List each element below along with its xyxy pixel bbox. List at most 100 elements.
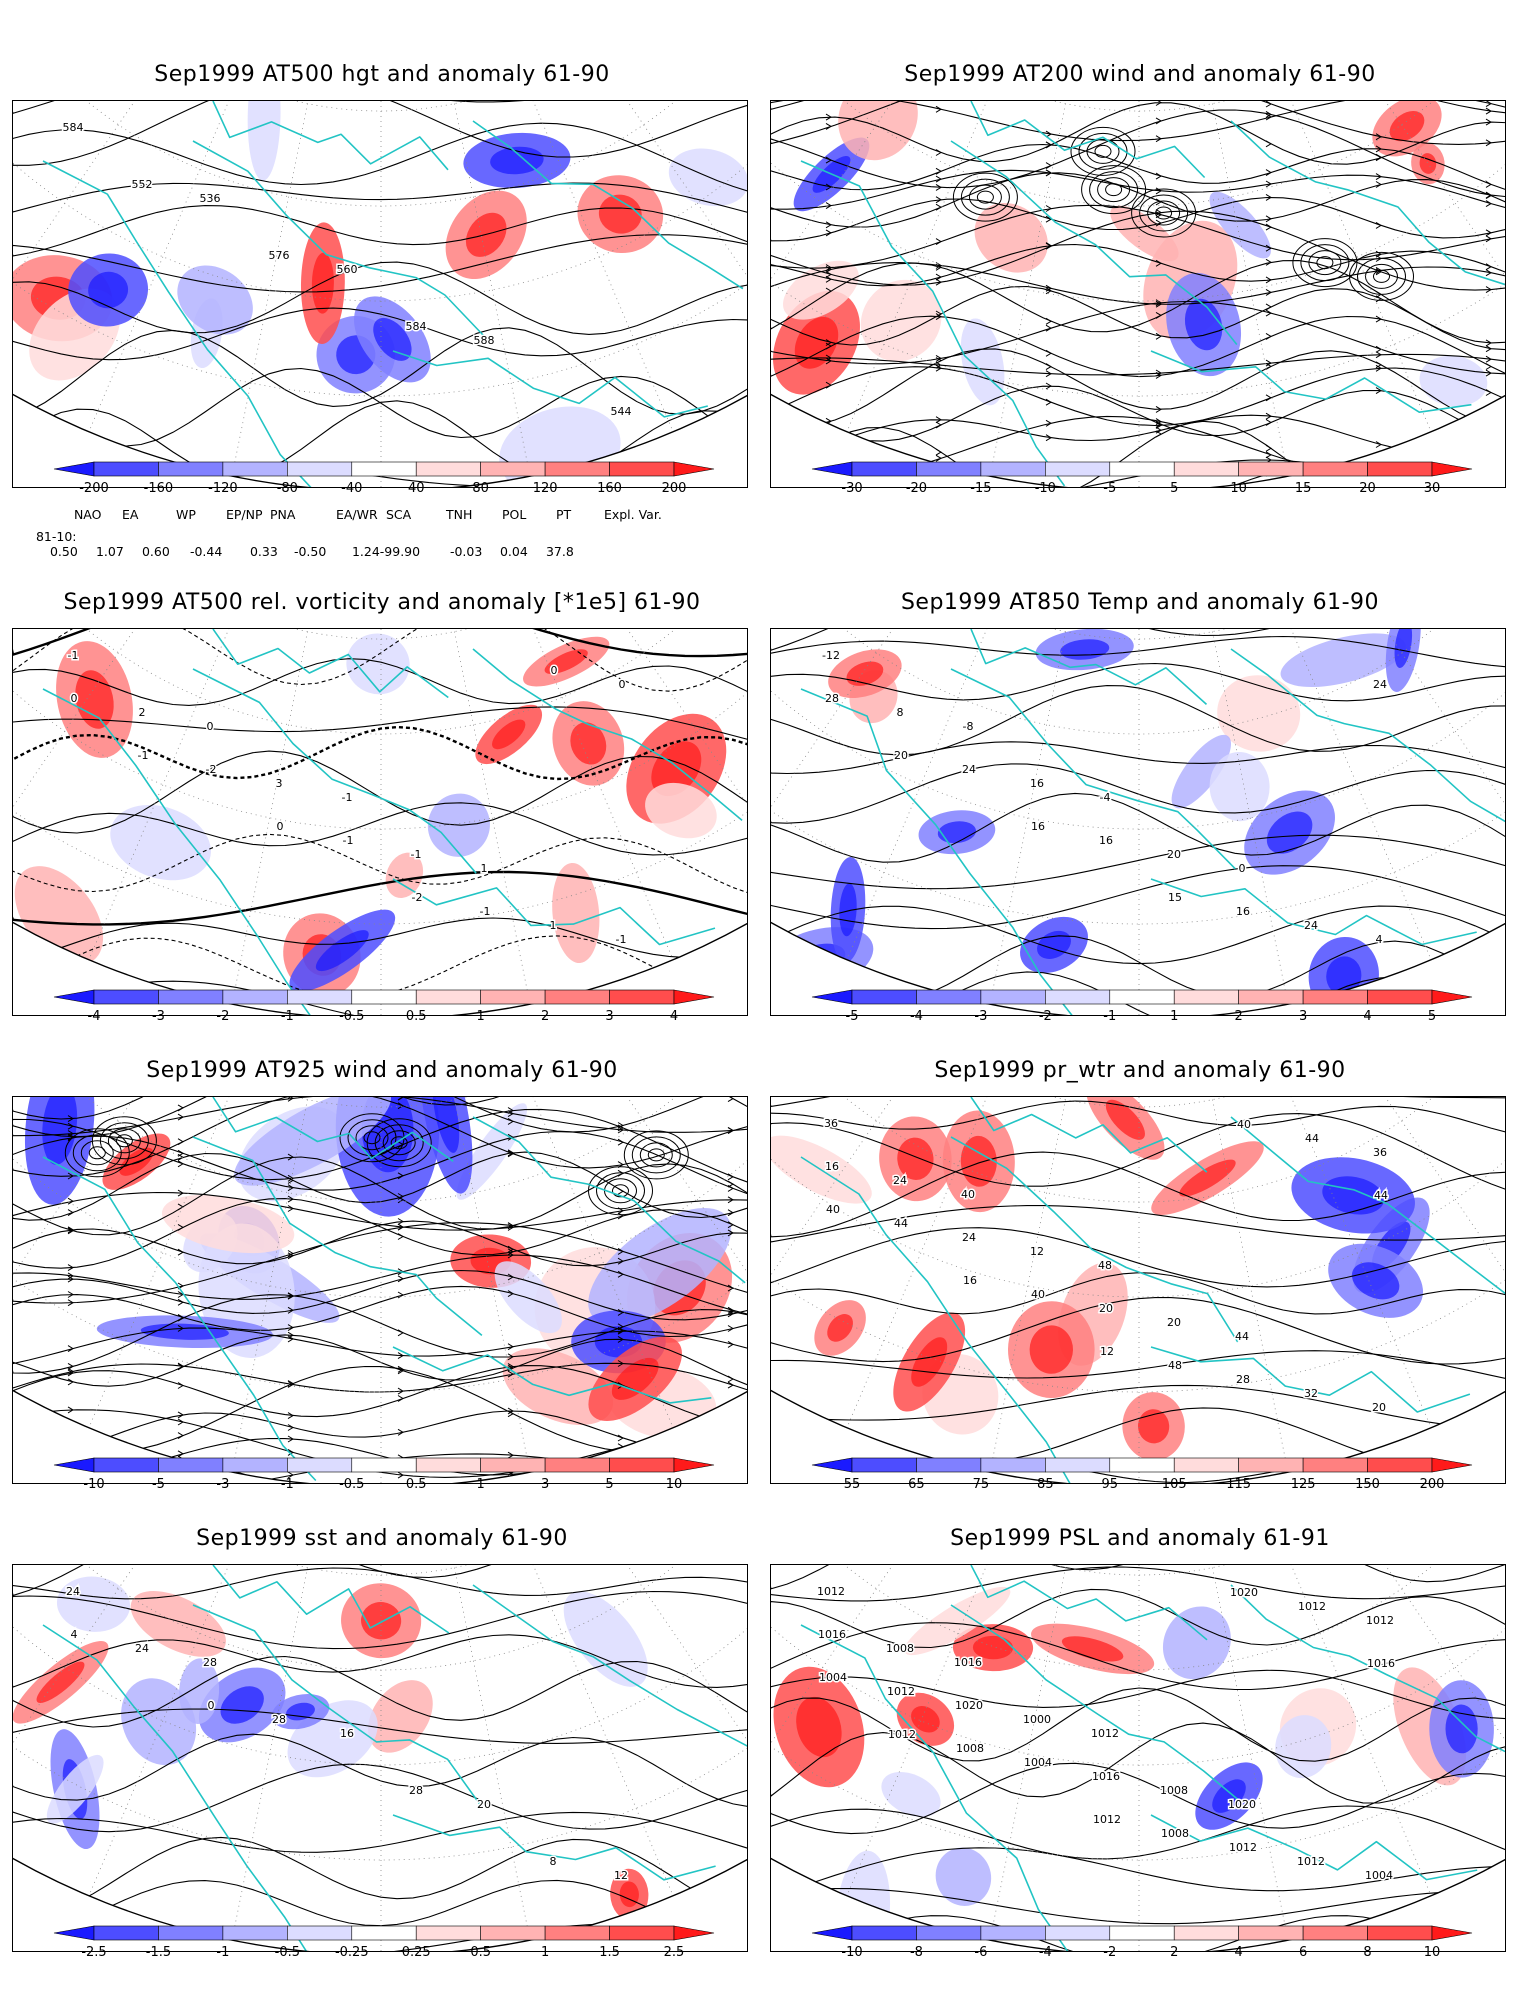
- circulation-loop: [596, 1172, 645, 1210]
- contour-label: 12: [614, 1869, 628, 1882]
- colorbar-tick-label: 3: [605, 1009, 613, 1024]
- negative-anomaly-shade: [1209, 191, 1271, 259]
- colorbar-box: [544, 461, 610, 477]
- streamline: [771, 300, 1505, 375]
- colorbar-box: [222, 461, 288, 477]
- streamline: [771, 348, 1505, 431]
- positive-anomaly-core: [827, 1314, 853, 1342]
- colorbar-tick-label: 5: [1170, 481, 1178, 496]
- wind-arrow: [507, 1407, 514, 1415]
- wind-arrow: [1485, 229, 1492, 237]
- colorbar-box: [851, 1457, 917, 1473]
- wind-arrow: [1485, 118, 1492, 126]
- colorbar-box: [916, 989, 982, 1005]
- wind-arrow: [825, 264, 832, 272]
- wind-arrow: [935, 448, 942, 456]
- colorbar-box: [287, 1457, 353, 1473]
- wind-arrow: [67, 1209, 74, 1217]
- longitude-line: [88, 1097, 382, 1428]
- wind-arrow: [1155, 405, 1162, 413]
- contour-label: 28: [825, 692, 839, 705]
- circulation-loop: [1147, 200, 1181, 226]
- contour-line: [771, 1588, 1505, 1649]
- wind-arrow: [935, 167, 942, 175]
- wind-arrow: [935, 263, 942, 271]
- longitude-line: [380, 1565, 747, 1825]
- panel-title: Sep1999 AT925 wind and anomaly 61-90: [146, 1058, 618, 1083]
- colorbar-tick-label: 6: [1299, 1945, 1307, 1960]
- wind-arrow: [1485, 101, 1492, 108]
- positive-anomaly-core: [1179, 1159, 1236, 1197]
- colorbar-tick-label: 125: [1291, 1477, 1316, 1492]
- wind-arrow: [67, 1299, 74, 1307]
- contour-label: 3: [276, 777, 283, 790]
- colorbar-box: [222, 1457, 288, 1473]
- streamline: [13, 1327, 747, 1365]
- panel-title: Sep1999 PSL and anomaly 61-91: [950, 1526, 1330, 1551]
- negative-anomaly-shade: [881, 1771, 941, 1818]
- colorbar-box: [415, 461, 481, 477]
- longitude-line: [846, 629, 1140, 960]
- wind-arrow: [1265, 303, 1272, 311]
- colorbar-tick-label: -20: [906, 481, 927, 496]
- contour-label: 1: [481, 862, 488, 875]
- map-canvas: -12 -8 -4 0 4 8 16 20 24 28 24 16 16 24 20 16 15: [771, 629, 1505, 1015]
- colorbar-tick-label: 55: [844, 1477, 861, 1492]
- contour-label: 0: [208, 1699, 215, 1712]
- contour-line: [771, 905, 1505, 965]
- wind-arrow: [1155, 369, 1162, 377]
- wind-arrow: [727, 1325, 734, 1332]
- wind-arrow: [727, 1426, 734, 1434]
- wind-arrow: [287, 1381, 294, 1388]
- circulation-loop: [1089, 171, 1139, 209]
- wind-arrow: [397, 1329, 404, 1337]
- wind-arrow: [287, 1292, 294, 1300]
- wind-arrow: [1265, 332, 1272, 340]
- wind-arrow: [1265, 288, 1272, 296]
- colorbar-tick-label: 5: [1428, 1009, 1436, 1024]
- panel-psl: Sep1999 PSL and anomaly 61-91 1012 1016 10…: [770, 1526, 1510, 1966]
- wind-arrow: [287, 1176, 294, 1184]
- negative-anomaly-shade: [588, 1208, 732, 1325]
- longitude-line: [1138, 1097, 1505, 1357]
- wind-arrow: [1375, 133, 1382, 141]
- wind-arrow: [507, 1150, 514, 1158]
- wind-arrow: [1045, 363, 1052, 371]
- wind-arrow: [935, 278, 942, 286]
- longitude-line: [13, 1565, 382, 1825]
- contour-label: 0: [71, 692, 78, 705]
- wind-arrow: [287, 1412, 294, 1420]
- contour-label: -8: [963, 720, 974, 733]
- colorbar-box: [1109, 989, 1175, 1005]
- streamline: [771, 102, 1505, 165]
- contour-line: [13, 1655, 747, 1728]
- wind-arrow: [935, 357, 942, 364]
- contour-label: 16: [825, 1160, 839, 1173]
- colorbar-box: [1238, 461, 1304, 477]
- colorbar-tick-label: -4: [88, 1009, 101, 1024]
- tc-header-cell: NAO: [73, 507, 102, 522]
- colorbar-box: [1367, 1925, 1433, 1941]
- wind-arrow: [1485, 107, 1492, 115]
- colorbar-box: [544, 1925, 610, 1941]
- map-frame: [12, 1096, 748, 1484]
- wind-arrow: [935, 416, 942, 424]
- colorbar-box: [480, 461, 546, 477]
- colorbar-tick-label: -1.5: [146, 1945, 171, 1960]
- contour-label: -12: [822, 649, 840, 662]
- wind-arrow: [1045, 398, 1052, 406]
- panel-title: Sep1999 sst and anomaly 61-90: [196, 1526, 568, 1551]
- negative-anomaly-core: [1445, 1704, 1478, 1754]
- coastline: [800, 688, 1073, 1015]
- contour-line: [13, 629, 747, 692]
- map-canvas: 24 28 16 20 12 24 28 28 8 4 0: [13, 1565, 747, 1951]
- longitude-line: [88, 1565, 382, 1896]
- wind-arrow: [1045, 370, 1052, 378]
- contour-label: 544: [611, 405, 632, 418]
- wind-arrow: [67, 1115, 74, 1123]
- circulation-loop: [1139, 194, 1189, 232]
- positive-anomaly-core: [1105, 1099, 1145, 1140]
- longitude-line: [380, 101, 674, 432]
- streamline: [13, 1097, 747, 1138]
- panel-wind200: Sep1999 AT200 wind and anomaly 61-90 -30…: [770, 62, 1510, 502]
